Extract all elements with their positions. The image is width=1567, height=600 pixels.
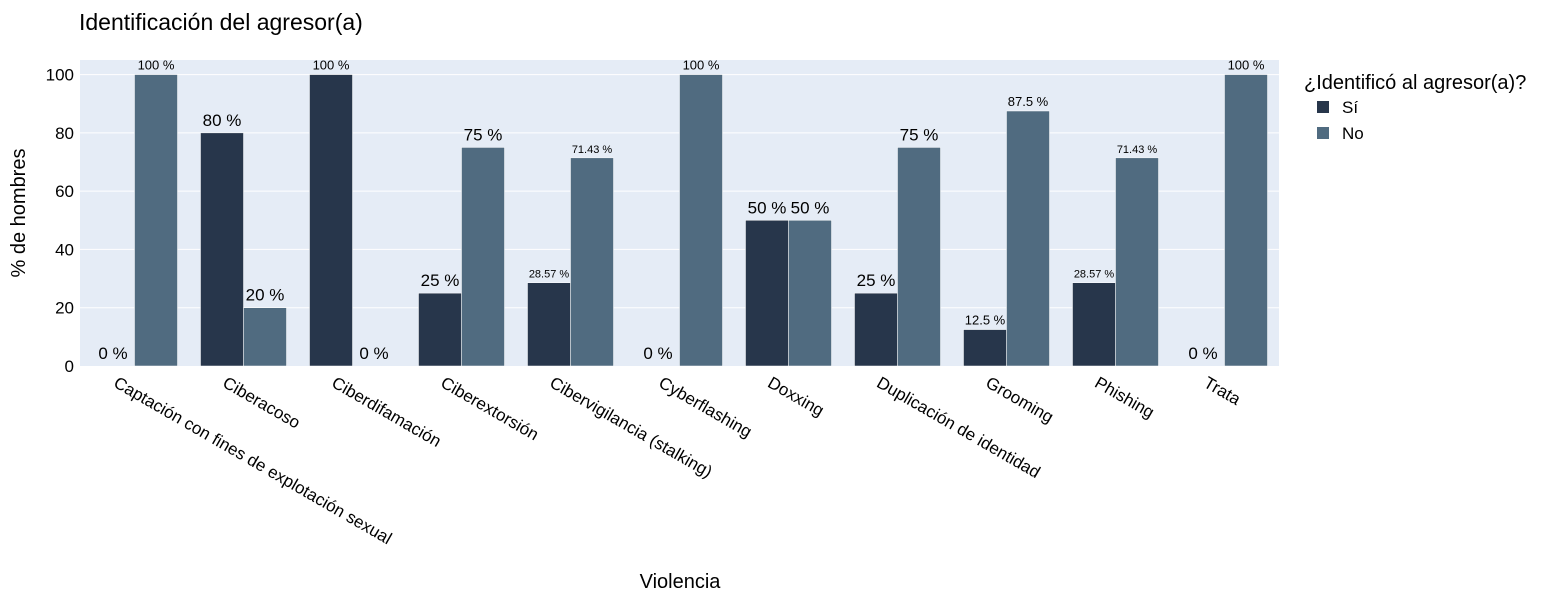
bar-value-label: 87.5 % (1008, 94, 1049, 109)
x-axis-label: Violencia (640, 571, 722, 593)
bar-no-cyberflashing (679, 74, 723, 367)
x-tick-label: Doxxing (765, 373, 828, 420)
bar-no-captacion-con-fines-de-explotacion-sexual (134, 74, 178, 367)
y-axis-label: % de hombres (8, 149, 30, 278)
bar-si-ciberdifamacion (309, 74, 353, 367)
x-tick-label: Ciberacoso (220, 373, 304, 432)
bar-no-ciberacoso (243, 307, 287, 367)
bar-labels: 0 % 100 % 80 % 20 % 100 % 0 % 25 % 75 % 28.57 % 7… (98, 58, 1265, 363)
bar-value-label: 100 % (1228, 58, 1265, 73)
x-tick-label: Grooming (983, 373, 1057, 427)
bar-si-doxxing (745, 220, 789, 367)
bar-si-ciberextorsion (418, 292, 462, 367)
bar-value-label: 100 % (138, 58, 175, 73)
bar-value-label: 0 % (1188, 344, 1217, 363)
bar-value-label: 71.43 % (1117, 144, 1158, 156)
x-tick-label: Ciberextorsión (438, 373, 542, 444)
bar-si-phishing (1072, 282, 1116, 367)
x-tick-label: Cyberflashing (656, 373, 756, 441)
chart-title: Identificación del agresor(a) (79, 9, 363, 35)
x-axis-ticks: Captación con fines de explotación sexua… (111, 373, 1245, 548)
legend-label-no: No (1342, 124, 1364, 143)
bar-no-phishing (1115, 157, 1159, 367)
bar-si-cibervigilancia-stalking (527, 282, 571, 367)
bar-no-cibervigilancia-stalking (570, 157, 614, 367)
y-tick-label: 0 (65, 357, 74, 376)
bar-value-label: 28.57 % (1074, 269, 1115, 281)
bar-si-ciberacoso (200, 132, 244, 367)
bar-no-grooming (1006, 110, 1050, 367)
x-tick-label: Phishing (1092, 373, 1158, 422)
bar-no-ciberextorsion (461, 147, 505, 367)
legend-swatch-si (1317, 101, 1329, 113)
x-tick-label: Ciberdifamación (329, 373, 445, 451)
y-tick-label: 20 (55, 299, 74, 318)
bar-value-label: 0 % (359, 344, 388, 363)
bar-value-label: 20 % (246, 286, 285, 305)
legend-label-si: Sí (1342, 98, 1358, 117)
bar-si-duplicacion-de-identidad (854, 292, 898, 367)
bar-value-label: 75 % (900, 125, 939, 144)
bar-value-label: 0 % (98, 344, 127, 363)
bar-value-label: 25 % (857, 271, 896, 290)
y-tick-label: 60 (55, 182, 74, 201)
bar-value-label: 100 % (683, 58, 720, 73)
legend: ¿Identificó al agresor(a)? Sí No (1304, 72, 1526, 143)
bar-no-trata (1224, 74, 1268, 367)
x-tick-label: Trata (1201, 373, 1245, 409)
bar-no-duplicacion-de-identidad (897, 147, 941, 367)
bar-value-label: 71.43 % (572, 144, 613, 156)
y-tick-label: 40 (55, 240, 74, 259)
y-tick-label: 80 (55, 124, 74, 143)
bar-value-label: 50 % (791, 198, 830, 217)
legend-swatch-no (1317, 127, 1329, 139)
bar-value-label: 100 % (313, 58, 350, 73)
bars (134, 74, 1268, 367)
bar-value-label: 25 % (421, 271, 460, 290)
bar-value-label: 0 % (643, 344, 672, 363)
bar-value-label: 50 % (748, 198, 787, 217)
legend-title: ¿Identificó al agresor(a)? (1304, 72, 1526, 94)
y-axis-ticks: 0 20 40 60 80 100 (46, 66, 74, 376)
bar-si-grooming (963, 329, 1007, 367)
bar-no-doxxing (788, 220, 832, 367)
bar-value-label: 80 % (203, 111, 242, 130)
bar-value-label: 12.5 % (965, 313, 1006, 328)
bar-value-label: 28.57 % (529, 269, 570, 281)
y-tick-label: 100 (46, 66, 74, 85)
bar-value-label: 75 % (464, 125, 503, 144)
